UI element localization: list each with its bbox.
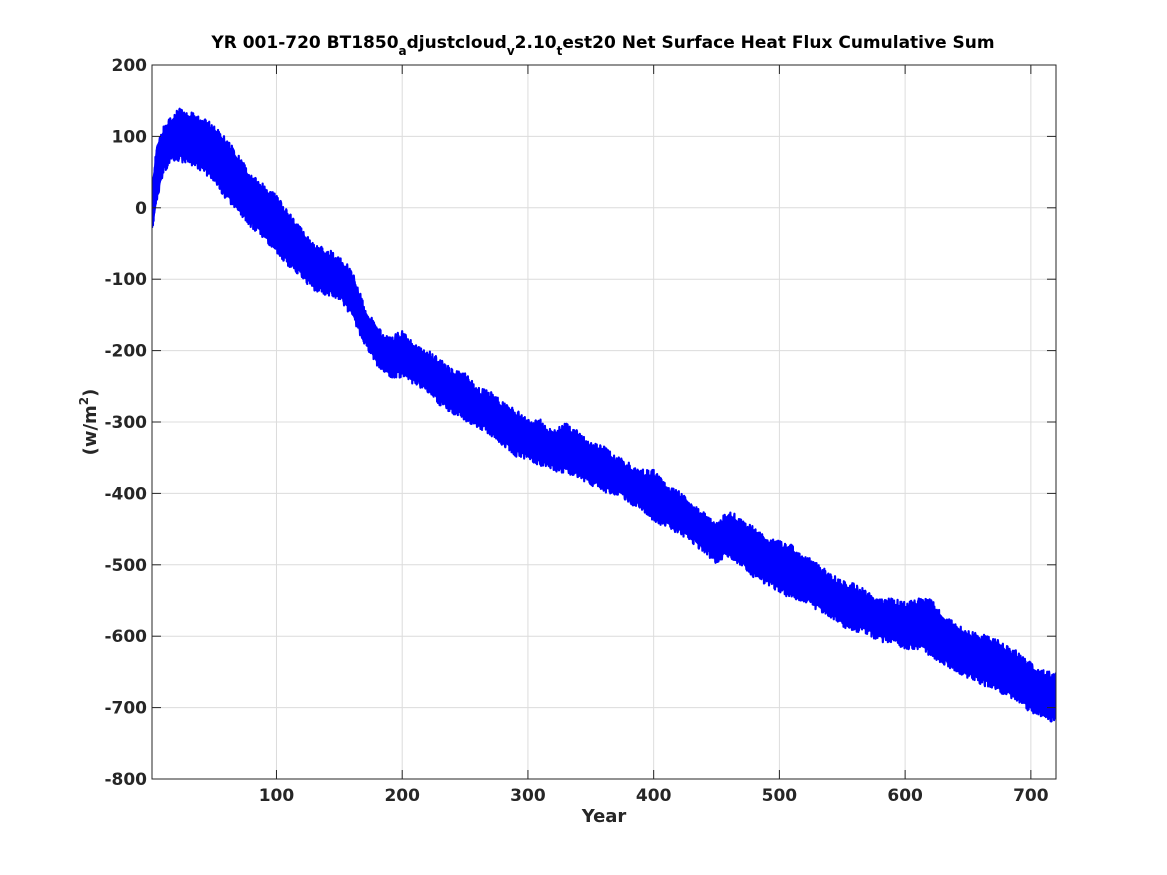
y-axis-label-prefix: (w/m [80, 405, 101, 455]
y-tick-label: -800 [104, 770, 147, 790]
x-tick-label: 100 [259, 786, 295, 806]
chart-title-part: 2.10 [515, 33, 557, 53]
x-tick-marks [275, 65, 1032, 779]
series-layer [152, 107, 1056, 723]
y-tick-label: -600 [104, 627, 147, 647]
plot-area [151, 64, 1057, 780]
y-axis-label-superscript: 2 [77, 397, 91, 405]
chart-title-part: t [557, 44, 563, 58]
chart-title-part: djustcloud [407, 33, 507, 53]
chart-title-part: a [399, 44, 407, 58]
x-tick-label: 500 [762, 786, 798, 806]
y-tick-label: 200 [112, 56, 148, 76]
y-tick-label: -200 [104, 342, 147, 362]
y-tick-labels: 200 100 0 -100 -200 -300 -400 -500 -600 -700 -800 [104, 56, 147, 790]
x-tick-label: 300 [510, 786, 546, 806]
y-tick-label: -300 [104, 413, 147, 433]
series-line [152, 107, 1056, 723]
y-axis-label: (w/m2) [77, 389, 101, 456]
y-tick-label: 0 [135, 199, 147, 219]
chart-title-part: YR 001-720 BT1850 [210, 33, 398, 53]
chart-title-part: v [507, 44, 515, 58]
x-tick-labels: 100 200 300 400 500 600 700 [259, 786, 1049, 806]
x-tick-label: 600 [887, 786, 923, 806]
y-tick-label: -700 [104, 699, 147, 719]
y-tick-marks [152, 64, 1056, 780]
x-tick-label: 400 [636, 786, 672, 806]
x-axis-label: Year [581, 806, 627, 827]
y-tick-label: -100 [104, 270, 147, 290]
y-tick-label: -500 [104, 556, 147, 576]
x-tick-label: 200 [384, 786, 420, 806]
y-tick-label: 100 [112, 127, 148, 147]
y-axis-label-suffix: ) [80, 389, 101, 397]
chart-title-part: est20 Net Surface Heat Flux Cumulative S… [562, 33, 994, 53]
chart-title: YR 001-720 BT1850adjustcloudv2.10test20 … [210, 33, 994, 58]
x-tick-label: 700 [1013, 786, 1049, 806]
y-tick-label: -400 [104, 484, 147, 504]
